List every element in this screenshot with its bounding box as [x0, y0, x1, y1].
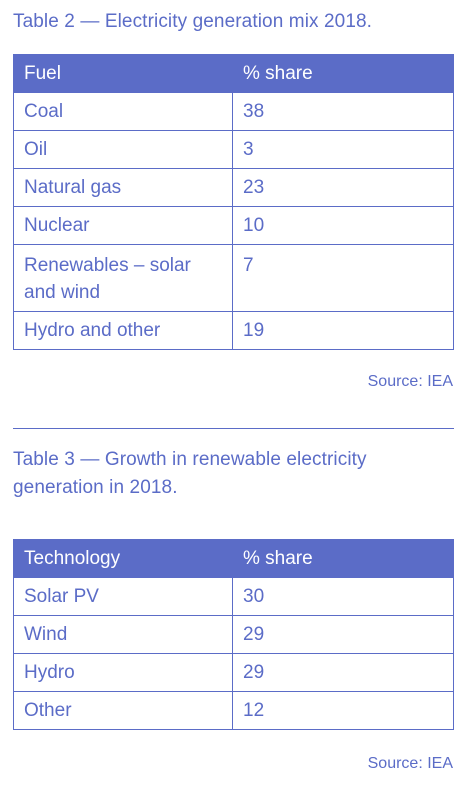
table2-cell-fuel: Renewables – solar and wind	[13, 244, 233, 312]
table2-header-fuel: Fuel	[13, 54, 233, 93]
table3-cell-share: 29	[232, 653, 454, 692]
table2-container: Fuel % share Coal 38 Oil 3 Natural gas 2…	[13, 54, 454, 350]
table-row: Coal 38	[13, 92, 454, 131]
table3-cell-technology: Solar PV	[13, 577, 233, 616]
table2-cell-share: 10	[232, 206, 454, 245]
table-row: Natural gas 23	[13, 168, 454, 207]
table3-title: Table 3 — Growth in renewable electricit…	[13, 449, 367, 498]
table2-cell-fuel: Nuclear	[13, 206, 233, 245]
table3-header-technology: Technology	[13, 539, 233, 578]
table-row: Solar PV 30	[13, 577, 454, 616]
table3-cell-technology: Hydro	[13, 653, 233, 692]
table2-section: Table 2 — Electricity generation mix 201…	[13, 8, 453, 36]
section-divider	[13, 428, 454, 429]
table3-source: Source: IEA	[367, 755, 453, 772]
table3-header-row: Technology % share	[13, 539, 454, 578]
table2-header-row: Fuel % share	[13, 54, 454, 93]
table3-cell-share: 29	[232, 615, 454, 654]
table2: Fuel % share Coal 38 Oil 3 Natural gas 2…	[13, 54, 454, 350]
table-row: Renewables – solar and wind 7	[13, 244, 454, 312]
table-row: Nuclear 10	[13, 206, 454, 245]
table-row: Oil 3	[13, 130, 454, 169]
table3-container: Technology % share Solar PV 30 Wind 29 H…	[13, 539, 454, 730]
table2-cell-share: 23	[232, 168, 454, 207]
table2-cell-fuel: Hydro and other	[13, 311, 233, 350]
table3: Technology % share Solar PV 30 Wind 29 H…	[13, 539, 454, 730]
table2-cell-fuel: Coal	[13, 92, 233, 131]
table3-cell-technology: Other	[13, 691, 233, 730]
table2-cell-share: 7	[232, 244, 454, 312]
table-row: Hydro 29	[13, 653, 454, 692]
table2-cell-fuel: Oil	[13, 130, 233, 169]
table-row: Other 12	[13, 691, 454, 730]
table3-section: Table 3 — Growth in renewable electricit…	[13, 446, 453, 502]
table2-source: Source: IEA	[367, 373, 453, 390]
table3-cell-share: 12	[232, 691, 454, 730]
table2-cell-share: 3	[232, 130, 454, 169]
table2-title: Table 2 — Electricity generation mix 201…	[13, 11, 373, 32]
table3-cell-share: 30	[232, 577, 454, 616]
table2-cell-share: 19	[232, 311, 454, 350]
table-row: Wind 29	[13, 615, 454, 654]
table2-cell-share: 38	[232, 92, 454, 131]
table2-header-share: % share	[232, 54, 454, 93]
table3-cell-technology: Wind	[13, 615, 233, 654]
table2-cell-fuel: Natural gas	[13, 168, 233, 207]
table3-header-share: % share	[232, 539, 454, 578]
table-row: Hydro and other 19	[13, 311, 454, 350]
